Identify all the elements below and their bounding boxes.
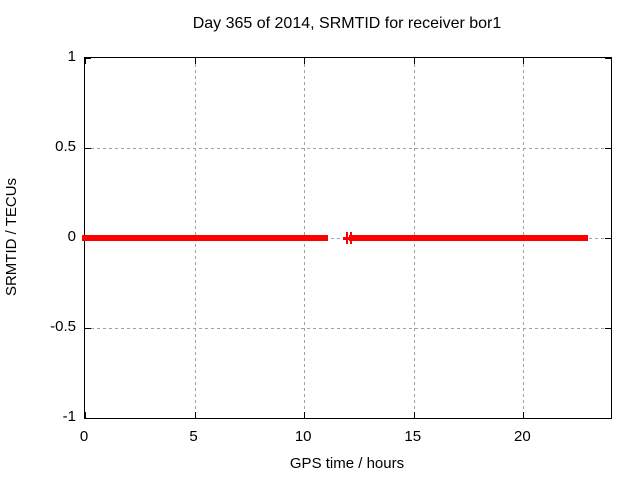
- x-tick-mark: [413, 412, 415, 418]
- x-tick-mark-top: [413, 58, 415, 64]
- x-tick-mark: [194, 412, 196, 418]
- y-tick-label: -0.5: [50, 318, 76, 335]
- data-point-marker: [350, 232, 353, 244]
- x-tick-label: 5: [189, 428, 198, 445]
- y-tick-mark: [85, 148, 91, 149]
- x-tick-label: 20: [513, 428, 531, 445]
- x-tick-mark-top: [194, 58, 196, 64]
- x-tick-mark: [85, 412, 86, 418]
- y-tick-mark-right: [605, 238, 611, 239]
- plot-area: [82, 57, 612, 419]
- h-gridline: [85, 147, 611, 149]
- x-tick-label: 15: [404, 428, 422, 445]
- chart-title: Day 365 of 2014, SRMTID for receiver bor…: [192, 15, 502, 32]
- y-tick-mark-right: [605, 418, 611, 419]
- x-tick-mark-top: [304, 58, 306, 64]
- h-gridline: [85, 327, 611, 329]
- y-axis-label: SRMTID / TECUs: [3, 177, 20, 297]
- y-tick-mark-right: [605, 328, 611, 329]
- y-tick-label: -1: [62, 408, 76, 425]
- data-segment: [349, 235, 588, 241]
- x-tick-mark-top: [523, 58, 525, 64]
- x-tick-label: 0: [79, 428, 89, 445]
- data-segment: [82, 235, 328, 241]
- x-tick-mark: [523, 412, 525, 418]
- y-tick-mark: [85, 58, 91, 59]
- x-tick-mark-top: [85, 58, 86, 64]
- y-tick-label: 0: [67, 228, 76, 245]
- data-point-marker: [345, 232, 348, 244]
- x-tick-mark: [304, 412, 306, 418]
- y-tick-mark-right: [605, 58, 611, 59]
- y-tick-mark: [85, 418, 91, 419]
- x-tick-label: 10: [294, 428, 312, 445]
- y-tick-mark-right: [605, 148, 611, 149]
- y-tick-label: 0.5: [55, 138, 76, 155]
- y-tick-mark: [85, 328, 91, 329]
- x-axis-label: GPS time / hours: [289, 455, 405, 472]
- y-tick-label: 1: [67, 48, 76, 65]
